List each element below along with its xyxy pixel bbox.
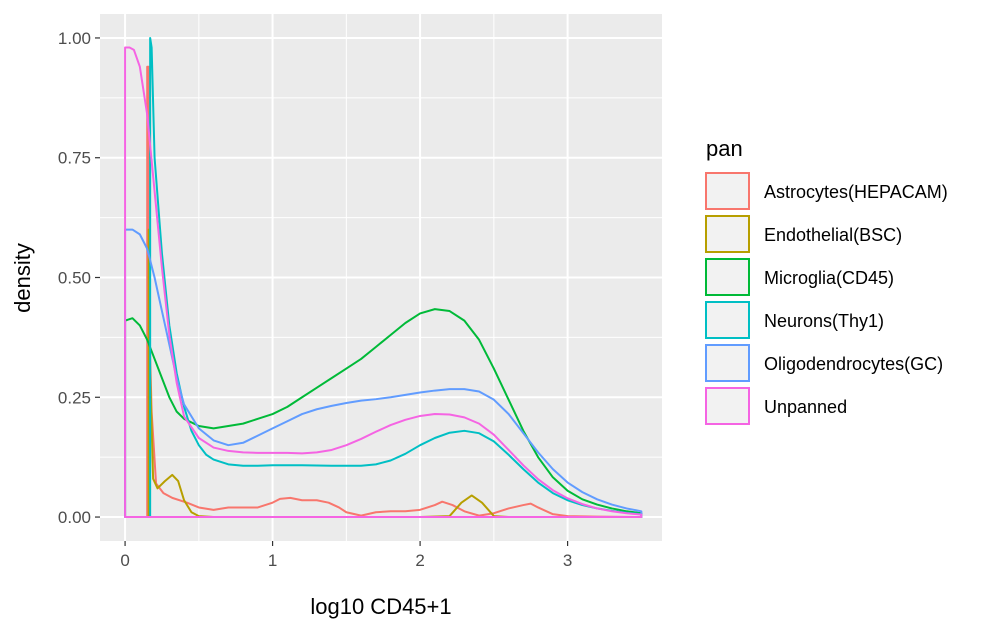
y-tick-label: 0.25 <box>58 388 91 407</box>
series-line-microglia-cd45 <box>124 308 643 519</box>
x-tick-label: 1 <box>268 551 277 570</box>
legend-label-astrocytes-hepacam: Astrocytes(HEPACAM) <box>764 182 948 202</box>
y-tick-label: 0.50 <box>58 269 91 288</box>
legend-key-endothelial-bsc <box>705 215 750 253</box>
legend-key-oligodendrocytes-gc <box>705 344 750 382</box>
x-axis-title: log10 CD45+1 <box>310 594 451 619</box>
legend-label-neurons-thy1: Neurons(Thy1) <box>764 311 884 331</box>
y-tick-label: 0.00 <box>58 508 91 527</box>
x-tick-label: 2 <box>415 551 424 570</box>
legend-label-unpanned: Unpanned <box>764 397 847 417</box>
legend-key-unpanned <box>705 387 750 425</box>
legend-label-endothelial-bsc: Endothelial(BSC) <box>764 225 902 245</box>
series-line-astrocytes-hepacam <box>146 65 643 519</box>
legend: Astrocytes(HEPACAM) Endothelial(BSC) Micro… <box>705 172 948 425</box>
axis-ticks <box>95 37 569 546</box>
y-tick-label: 1.00 <box>58 29 91 48</box>
series-layer <box>124 36 643 519</box>
legend-key-microglia-cd45 <box>705 258 750 296</box>
series-line-unpanned <box>124 46 643 519</box>
x-tick-labels: 0 1 2 3 <box>120 551 572 570</box>
y-tick-label: 0.75 <box>58 149 91 168</box>
legend-key-neurons-thy1 <box>705 301 750 339</box>
x-tick-label: 3 <box>563 551 572 570</box>
y-axis-title: density <box>10 243 35 313</box>
series-line-oligodendrocytes-gc <box>124 228 643 519</box>
y-tick-labels: 0.00 0.25 0.50 0.75 1.00 <box>58 29 91 527</box>
x-tick-label: 0 <box>120 551 129 570</box>
legend-key-astrocytes-hepacam <box>705 172 750 210</box>
legend-title: pan <box>706 136 743 161</box>
legend-label-oligodendrocytes-gc: Oligodendrocytes(GC) <box>764 354 943 374</box>
legend-label-microglia-cd45: Microglia(CD45) <box>764 268 894 288</box>
